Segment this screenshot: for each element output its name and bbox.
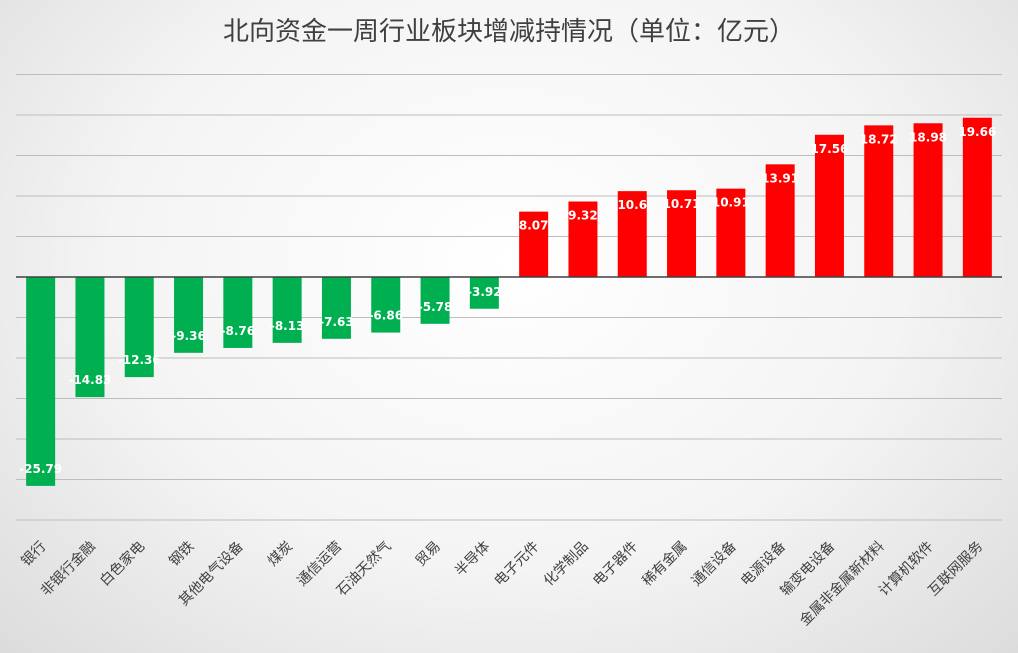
category-label: 稀有金属	[639, 539, 690, 590]
chart-title: 北向资金一周行业板块增减持情况（单位：亿元）	[223, 17, 795, 47]
data-label: -8.76	[221, 324, 256, 338]
bar	[913, 123, 943, 278]
bar	[864, 125, 894, 277]
data-label: 17.56	[810, 142, 848, 156]
bar	[568, 201, 598, 277]
bar	[174, 277, 204, 353]
category-label: 电子元件	[492, 539, 543, 590]
category-label: 电子器件	[590, 539, 641, 590]
data-label: -9.36	[171, 329, 206, 343]
data-label: -8.13	[270, 319, 305, 333]
data-label: 10.91	[712, 196, 750, 210]
data-label: 10.6	[617, 198, 647, 212]
data-label: -12.36	[118, 353, 161, 367]
bar	[667, 190, 697, 277]
bar	[371, 277, 401, 333]
category-label: 化学制品	[541, 539, 592, 590]
data-label: -14.83	[68, 373, 111, 387]
category-label: 通信运营	[294, 539, 345, 590]
bar	[124, 277, 154, 378]
data-label: 10.71	[663, 197, 701, 211]
category-label: 银行	[18, 539, 49, 570]
data-label: -25.79	[19, 462, 62, 476]
grid-lines	[16, 74, 1002, 521]
bars	[26, 117, 992, 486]
data-label: 19.66	[958, 125, 996, 139]
category-label: 电源设备	[737, 538, 789, 590]
bar	[814, 134, 844, 277]
category-label: 白色家电	[96, 538, 148, 590]
bar	[75, 277, 105, 398]
category-label: 钢铁	[166, 539, 197, 570]
category-label: 金属非金属新材料	[797, 539, 888, 630]
data-label: -6.86	[368, 309, 403, 323]
data-label: 18.72	[860, 132, 898, 146]
data-labels: -25.79 -14.83 -12.36 -9.36 -8.76 -8.13 -7.63 -6…	[19, 125, 996, 476]
data-label: 18.98	[909, 130, 947, 144]
bar	[420, 277, 450, 324]
bar	[26, 277, 56, 486]
bar	[765, 164, 795, 277]
bar	[716, 188, 746, 277]
category-label: 贸易	[413, 539, 444, 570]
bar	[272, 277, 302, 343]
category-label: 通信设备	[688, 538, 740, 590]
category-label: 半导体	[452, 539, 493, 580]
bar	[321, 277, 351, 339]
bar	[223, 277, 253, 348]
data-label: -3.92	[467, 285, 502, 299]
category-label: 煤炭	[265, 539, 296, 570]
data-label: -5.78	[418, 300, 453, 314]
bar	[617, 191, 647, 277]
bar	[519, 211, 549, 277]
data-label: 8.07	[519, 219, 549, 233]
data-label: 13.91	[761, 171, 799, 185]
data-label: 9.32	[568, 209, 598, 223]
data-label: -7.63	[319, 315, 354, 329]
bar	[469, 277, 499, 309]
bar	[962, 117, 992, 277]
